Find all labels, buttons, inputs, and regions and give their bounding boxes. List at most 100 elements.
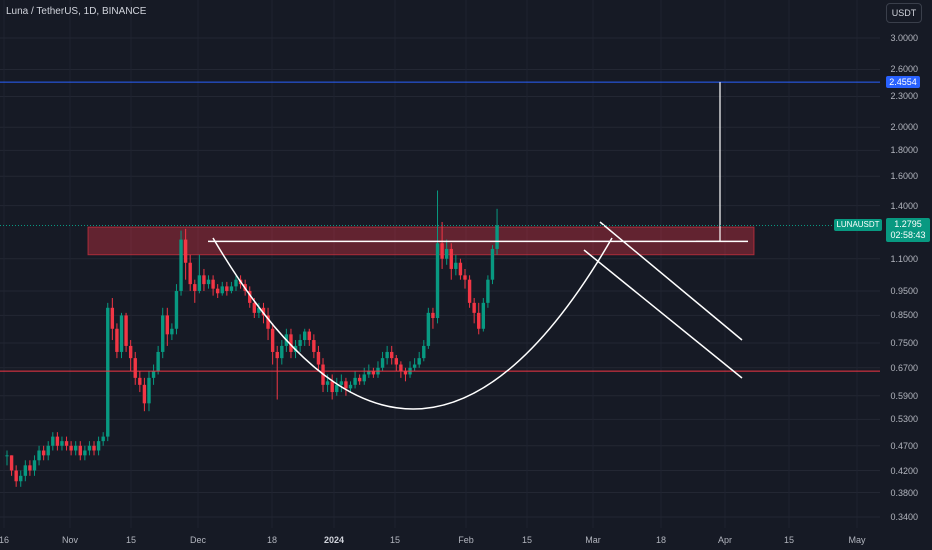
candle-body — [472, 302, 476, 313]
x-tick-label: Mar — [585, 535, 601, 545]
candle — [55, 432, 60, 451]
candle — [138, 371, 142, 393]
candle — [110, 298, 115, 341]
candle — [106, 302, 110, 442]
candle — [115, 323, 119, 359]
candle — [51, 432, 55, 451]
candle-body — [362, 374, 366, 382]
candle-body — [417, 358, 421, 365]
y-tick-label: 0.8500 — [890, 310, 918, 321]
candle-body — [367, 371, 371, 375]
candle-body — [193, 284, 197, 291]
candle — [32, 455, 37, 476]
candle-body — [248, 290, 252, 303]
candle-body — [385, 351, 389, 359]
candle-body — [298, 340, 302, 346]
x-tick-label: 15 — [521, 535, 533, 545]
x-tick-label: May — [848, 535, 866, 545]
candle-body — [449, 248, 453, 269]
candle — [422, 340, 426, 362]
target-projection[interactable] — [696, 82, 721, 243]
candle-body — [348, 384, 353, 389]
last-price-label: 1.2795 02:58:43 — [886, 218, 930, 243]
candle-body — [83, 450, 87, 456]
y-tick-label: 1.8000 — [890, 145, 918, 156]
candle — [449, 243, 453, 280]
candle — [357, 374, 362, 385]
candle — [335, 377, 339, 396]
candle — [9, 455, 14, 476]
candle-body — [339, 381, 344, 385]
candle-body — [74, 445, 78, 451]
candle-body — [454, 262, 458, 269]
candle-body — [357, 377, 362, 382]
candle-body — [440, 243, 444, 259]
candle — [92, 441, 96, 456]
countdown-timer: 02:58:43 — [890, 230, 926, 241]
cup-curve[interactable] — [212, 237, 613, 410]
candle — [289, 328, 293, 359]
candle — [390, 345, 394, 365]
candle — [133, 351, 137, 385]
candle — [147, 371, 151, 412]
x-tick-label: 18 — [266, 535, 278, 545]
candle-body — [9, 455, 14, 471]
candle-body — [412, 364, 417, 368]
chart-title: Luna / TetherUS, 1D, BINANCE — [6, 6, 147, 17]
y-tick-label: 0.4200 — [890, 465, 918, 476]
candle — [142, 377, 147, 412]
candle — [454, 254, 458, 276]
candle — [248, 286, 252, 308]
candle-body — [197, 275, 202, 291]
candle — [225, 281, 229, 296]
x-tick-label: Apr — [717, 535, 733, 545]
candle — [266, 307, 270, 341]
candle — [46, 441, 50, 461]
candle-body — [188, 262, 192, 285]
candle — [41, 445, 46, 461]
candle — [495, 208, 499, 255]
candle — [380, 351, 385, 372]
candle — [14, 465, 18, 487]
candle — [348, 381, 353, 393]
y-tick-label: 2.6000 — [890, 64, 918, 75]
candle — [458, 258, 463, 280]
candle-body — [147, 377, 151, 404]
x-tick-label: 15 — [125, 535, 137, 545]
candle — [481, 298, 486, 332]
candle — [399, 361, 403, 378]
candle-body — [303, 331, 307, 341]
candle — [472, 298, 476, 324]
candle-body — [142, 384, 147, 404]
candle — [60, 436, 64, 451]
candle-body — [46, 445, 50, 456]
candle — [312, 334, 316, 359]
y-tick-label: 2.0000 — [890, 122, 918, 133]
candle — [435, 190, 440, 324]
candle-body — [335, 384, 339, 393]
candle — [330, 374, 334, 400]
candle — [477, 302, 481, 335]
candle-body — [55, 436, 60, 446]
candle-body — [229, 286, 234, 291]
candle — [183, 228, 188, 280]
channel-lower-line[interactable] — [583, 249, 743, 379]
channel-upper-line[interactable] — [599, 221, 743, 341]
candle — [215, 284, 220, 299]
y-tick-label: 0.3800 — [890, 487, 918, 498]
candle — [408, 361, 412, 378]
currency-selector[interactable]: USDT — [886, 3, 922, 23]
y-tick-label: 2.3000 — [890, 91, 918, 102]
candle — [23, 460, 28, 482]
candle-body — [435, 243, 440, 319]
candle-body — [78, 445, 82, 456]
candlestick-series — [5, 190, 499, 487]
x-tick-label: Nov — [61, 535, 79, 545]
candle — [83, 445, 87, 461]
candle-body — [115, 328, 119, 352]
candle — [417, 351, 421, 368]
y-tick-label: 0.9500 — [890, 285, 918, 296]
candle-body — [495, 225, 499, 249]
candle-body — [133, 358, 137, 378]
